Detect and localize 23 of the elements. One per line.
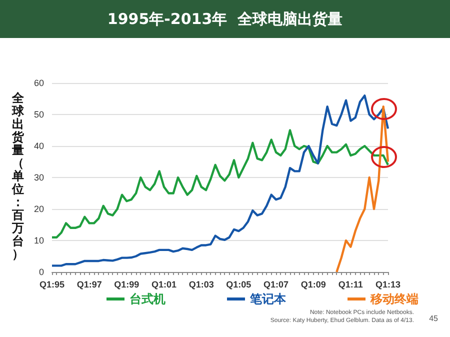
x-tick-label: Q1:11 — [338, 280, 363, 290]
y-tick-label: 0 — [38, 267, 44, 277]
y-tick-label: 40 — [34, 141, 44, 151]
legend-label: 笔记本 — [249, 292, 287, 306]
x-tick-label: Q1:97 — [76, 280, 102, 290]
x-tick-label: Q1:03 — [188, 280, 214, 290]
text: 全球出货量（单位：百万台） — [12, 91, 24, 261]
x-tick-label: Q1:95 — [39, 280, 65, 290]
x-tick-label: Q1:13 — [375, 280, 401, 290]
y-tick-label: 60 — [34, 78, 44, 88]
x-tick-label: Q1:07 — [263, 280, 289, 290]
y-tick-label: 50 — [34, 110, 44, 120]
x-tick-label: Q1:01 — [151, 280, 177, 290]
x-tick-label: Q1:05 — [226, 280, 252, 290]
y-tick-label: 20 — [34, 204, 44, 214]
y-tick-label: 30 — [34, 172, 44, 182]
chart-title: 1995年-2013年 全球电脑出货量 — [0, 0, 450, 38]
text: 45 — [429, 314, 438, 323]
y-tick-label: 10 — [34, 236, 44, 246]
x-tick-label: Q1:09 — [300, 280, 326, 290]
x-tick-label: Q1:99 — [114, 280, 140, 290]
legend-label: 台式机 — [130, 292, 166, 306]
legend-label: 移动终端 — [370, 292, 418, 306]
